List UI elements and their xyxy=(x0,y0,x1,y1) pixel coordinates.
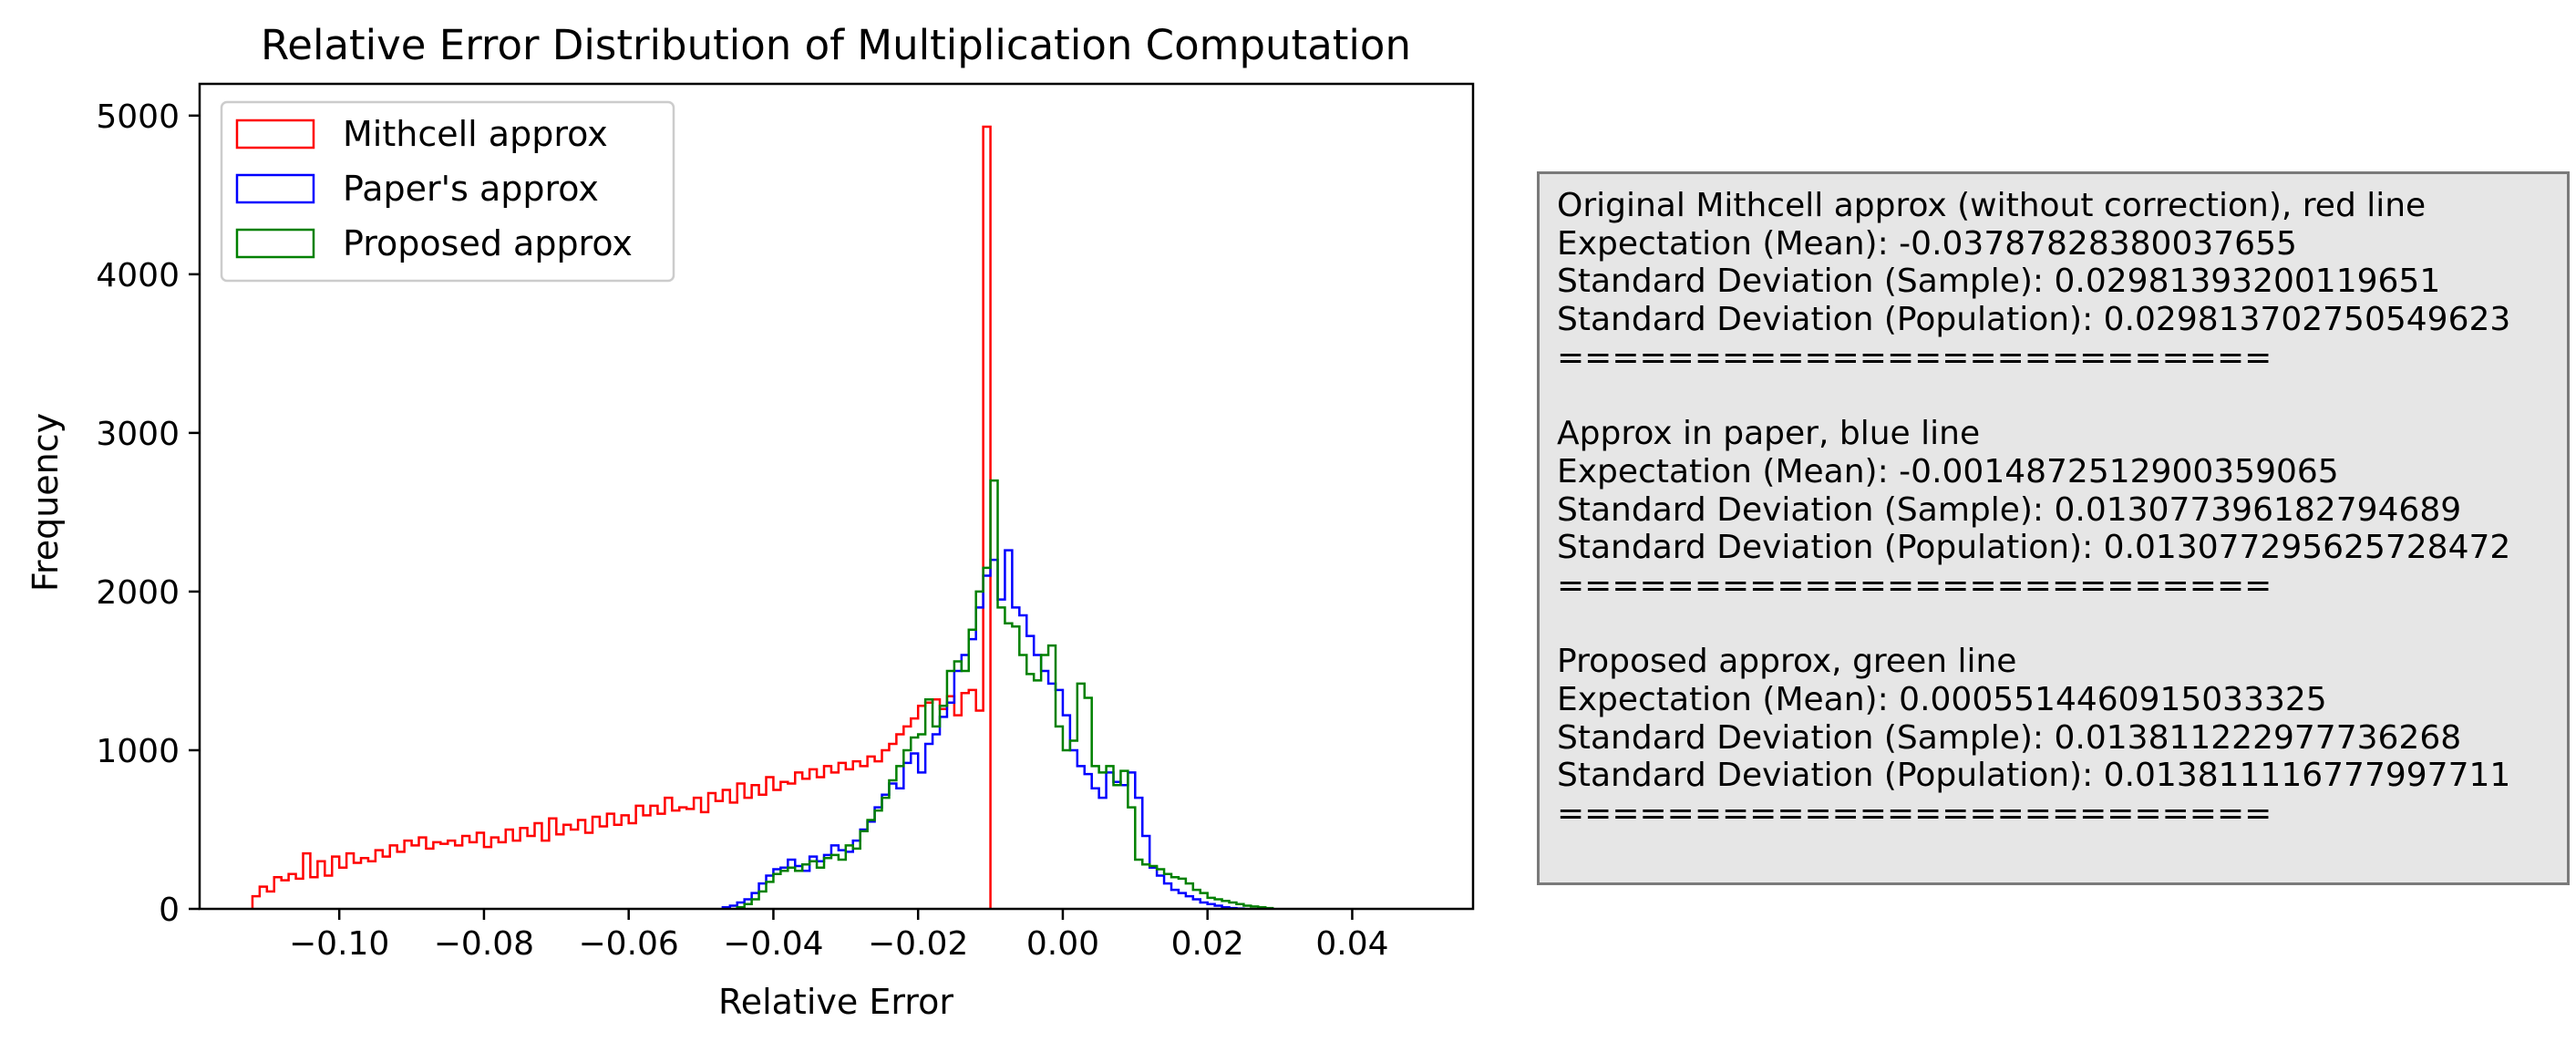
y-tick-label: 5000 xyxy=(96,98,180,136)
stats-blank-line xyxy=(1557,376,2567,415)
x-tick-label: −0.04 xyxy=(723,925,823,963)
stats-line: ========================== xyxy=(1557,795,2272,832)
y-tick-label: 3000 xyxy=(96,416,180,453)
y-axis-label: Frequency xyxy=(26,413,66,592)
legend-swatch xyxy=(235,119,315,150)
x-tick-label: 0.00 xyxy=(1026,925,1099,963)
y-axis: 0 1000 2000 3000 4000 5000 xyxy=(96,98,200,929)
x-tick-label: −0.10 xyxy=(289,925,389,963)
legend-label: Mithcell approx xyxy=(343,114,608,154)
legend-swatch xyxy=(235,173,315,204)
histogram-series-mithcell-approx xyxy=(251,125,992,909)
x-tick-label: −0.02 xyxy=(868,925,968,963)
stats-line: Original Mithcell approx (without correc… xyxy=(1557,187,2427,224)
stats-line: Standard Deviation (Sample): 0.029813932… xyxy=(1557,263,2441,301)
stats-line: Approx in paper, blue line xyxy=(1557,415,1981,453)
stats-line: Standard Deviation (Sample): 0.013811222… xyxy=(1557,718,2462,757)
stats-line: Expectation (Mean): 0.000551446091503332… xyxy=(1557,680,2327,718)
y-tick-label: 4000 xyxy=(96,257,180,294)
legend-swatch xyxy=(235,228,315,259)
stats-line: Standard Deviation (Sample): 0.013077396… xyxy=(1557,490,2462,529)
y-tick-label: 0 xyxy=(159,892,180,929)
stats-line: Standard Deviation (Population): 0.01381… xyxy=(1557,757,2511,795)
y-tick-label: 1000 xyxy=(96,733,180,770)
legend-frame xyxy=(220,100,675,283)
stats-line: Standard Deviation (Population): 0.02981… xyxy=(1557,301,2511,339)
x-axis-label: Relative Error xyxy=(718,982,953,1022)
x-tick-label: −0.06 xyxy=(579,925,679,963)
x-tick-label: 0.04 xyxy=(1315,925,1388,963)
histogram-series-proposed-approx xyxy=(736,479,1274,910)
legend-label: Proposed approx xyxy=(343,223,633,263)
stats-line: ========================== xyxy=(1557,566,2272,604)
chart-title: Relative Error Distribution of Multiplic… xyxy=(261,21,1411,69)
stats-line: Expectation (Mean): -0.03787828380037655 xyxy=(1557,224,2297,263)
legend: Mithcell approx Paper's approx Proposed ap… xyxy=(220,100,675,283)
y-tick-label: 2000 xyxy=(96,574,180,612)
x-tick-label: 0.02 xyxy=(1171,925,1244,963)
stats-blank-line xyxy=(1557,605,2567,644)
x-axis: −0.10 −0.08 −0.06 −0.04 −0.02 0.00 0.02 0.04 xyxy=(289,909,1389,963)
stats-line: Expectation (Mean): -0.00148725129003590… xyxy=(1557,452,2339,490)
stats-line: Standard Deviation (Population): 0.01307… xyxy=(1557,529,2511,567)
statistics-textbox: Original Mithcell approx (without correc… xyxy=(1537,171,2570,885)
plot-area xyxy=(251,125,1274,910)
stats-line: ========================== xyxy=(1557,338,2272,376)
x-tick-label: −0.08 xyxy=(434,925,534,963)
plot-frame xyxy=(198,82,1475,911)
legend-label: Paper's approx xyxy=(343,169,599,209)
histogram-series-paper-s-approx xyxy=(721,549,1245,910)
stats-line: Proposed approx, green line xyxy=(1557,643,2017,681)
